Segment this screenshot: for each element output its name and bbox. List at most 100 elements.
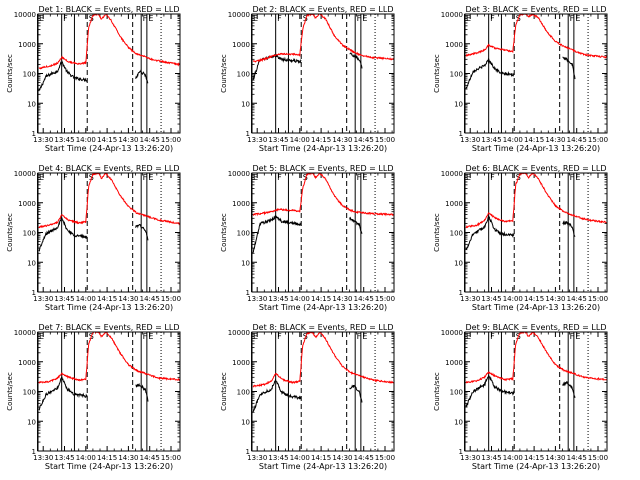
x-tick-label: 13:30: [460, 295, 480, 303]
x-tick-label: 13:30: [33, 295, 53, 303]
x-tick-label: 15:00: [161, 136, 181, 144]
marker-label: E: [362, 14, 367, 23]
x-tick-label: 13:45: [54, 454, 74, 462]
x-tick-label: 14:00: [503, 295, 523, 303]
series-events-0: [465, 214, 515, 251]
x-tick-label: 15:00: [588, 454, 608, 462]
panel-title: Det 2: BLACK = Events, RED = LLD: [253, 5, 394, 14]
x-tick-label: 14:45: [140, 454, 160, 462]
marker-label: E: [575, 332, 580, 341]
marker-label: F: [490, 14, 495, 23]
panel-frame: [251, 172, 395, 293]
marker-label: E: [148, 332, 153, 341]
x-tick-label: 13:45: [268, 295, 288, 303]
series-layer: [38, 14, 180, 92]
marker-label: E: [148, 14, 153, 23]
marker-label: F: [570, 332, 575, 341]
x-tick-label: 14:30: [545, 454, 565, 462]
y-tick-label: 10: [27, 259, 36, 267]
y-tick-label: 1: [32, 289, 36, 297]
y-tick-label: 10000: [441, 170, 463, 178]
marker-label: E: [39, 332, 44, 341]
y-axis-label: Counts/sec: [433, 372, 441, 411]
series-events-0: [38, 59, 88, 92]
x-tick-label: 14:15: [524, 454, 544, 462]
x-tick-label: 13:45: [481, 295, 501, 303]
x-tick-label: 14:15: [524, 295, 544, 303]
x-tick-label: 14:00: [290, 295, 310, 303]
panel-title: Det 1: BLACK = Events, RED = LLD: [39, 5, 180, 14]
marker-label: F: [490, 173, 495, 182]
series-events-1: [349, 52, 363, 69]
x-axis-label: Start Time (24-Apr-13 13:26:20): [472, 303, 600, 312]
marker-label: E: [253, 14, 258, 23]
series-layer: [252, 332, 394, 413]
y-tick-label: 1: [246, 448, 250, 456]
series-events-1: [135, 382, 149, 402]
x-tick-label: 13:45: [54, 136, 74, 144]
y-tick-label: 1000: [232, 200, 250, 208]
panel-frame: [37, 172, 181, 293]
y-tick-label: 10000: [14, 329, 36, 337]
marker-label: E: [466, 14, 471, 23]
marker-label: E: [39, 173, 44, 182]
x-tick-label: 14:45: [567, 136, 587, 144]
marker-label: F: [357, 173, 362, 182]
y-tick-label: 10000: [14, 11, 36, 19]
series-events-1: [349, 384, 363, 403]
x-tick-label: 14:30: [545, 295, 565, 303]
y-tick-label: 1000: [18, 359, 36, 367]
x-tick-label: 14:00: [290, 136, 310, 144]
x-tick-label: 14:30: [332, 295, 352, 303]
x-tick-label: 14:15: [97, 295, 117, 303]
series-layer: [465, 332, 607, 408]
y-tick-label: 100: [237, 71, 250, 79]
series-lld: [38, 332, 180, 384]
y-tick-label: 1: [459, 130, 463, 138]
marker-label: F: [63, 332, 68, 341]
series-events-0: [252, 378, 302, 413]
panel-title: Det 3: BLACK = Events, RED = LLD: [466, 5, 607, 14]
x-tick-label: 14:00: [76, 454, 96, 462]
y-axis-label: Counts/sec: [433, 54, 441, 93]
series-lld: [252, 332, 394, 388]
x-tick-label: 14:00: [503, 136, 523, 144]
x-tick-label: 14:15: [311, 454, 331, 462]
y-axis-label: Counts/sec: [6, 54, 14, 93]
y-tick-label: 1: [459, 289, 463, 297]
marker-label: F: [570, 14, 575, 23]
x-tick-label: 14:45: [354, 454, 374, 462]
y-tick-label: 100: [237, 389, 250, 397]
y-tick-label: 1000: [445, 200, 463, 208]
detector-panel-6: Det 6: BLACK = Events, RED = LLD Counts/s…: [433, 164, 608, 312]
series-lld: [252, 173, 394, 217]
marker-label: S: [89, 14, 94, 23]
x-tick-label: 15:00: [588, 136, 608, 144]
x-tick-label: 13:30: [460, 136, 480, 144]
x-tick-label: 14:00: [503, 454, 523, 462]
y-tick-label: 10: [454, 418, 463, 426]
panel-title: Det 5: BLACK = Events, RED = LLD: [253, 164, 394, 173]
y-tick-label: 1: [246, 289, 250, 297]
detector-panel-7: Det 7: BLACK = Events, RED = LLD Counts/s…: [6, 323, 181, 471]
marker-label: E: [575, 173, 580, 182]
series-lld: [38, 173, 180, 229]
y-tick-label: 10000: [14, 170, 36, 178]
marker-label: E: [575, 14, 580, 23]
x-tick-label: 15:00: [375, 136, 395, 144]
series-events-1: [562, 56, 576, 80]
marker-label: F: [277, 332, 282, 341]
marker-label: F: [143, 332, 148, 341]
panel-frame: [251, 331, 395, 452]
y-tick-label: 1000: [18, 41, 36, 49]
y-tick-label: 100: [23, 230, 36, 238]
series-events-1: [135, 224, 149, 241]
x-tick-label: 14:30: [332, 136, 352, 144]
y-tick-label: 100: [23, 389, 36, 397]
x-axis-label: Start Time (24-Apr-13 13:26:20): [259, 462, 387, 471]
y-tick-label: 100: [450, 389, 463, 397]
x-tick-label: 14:00: [76, 295, 96, 303]
panel-title: Det 6: BLACK = Events, RED = LLD: [466, 164, 607, 173]
y-tick-label: 10000: [228, 11, 250, 19]
